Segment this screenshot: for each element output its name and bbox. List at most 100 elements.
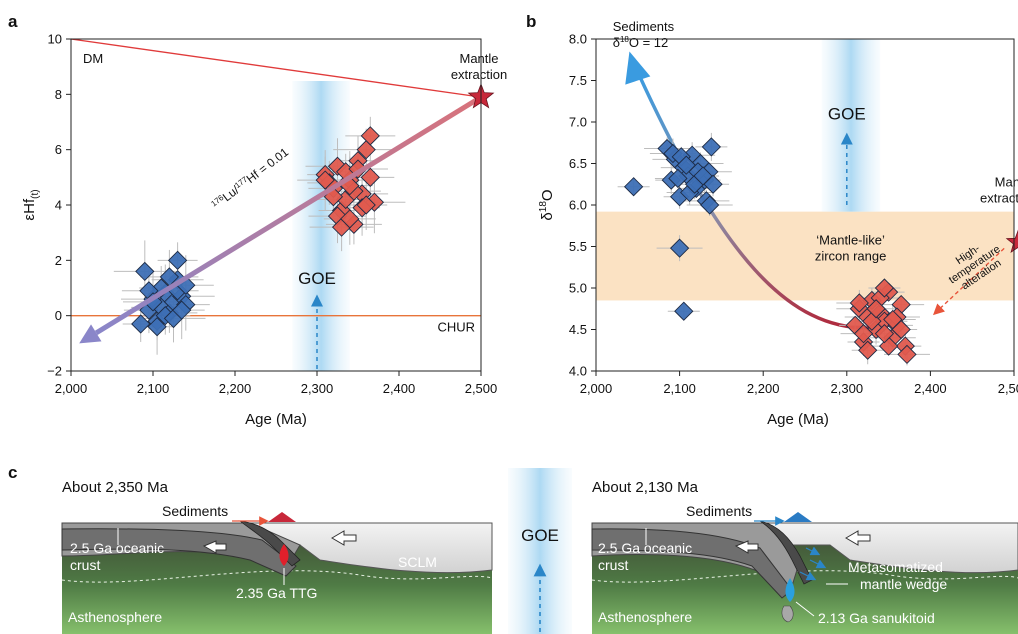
line-dm — [70, 38, 482, 98]
data-point-blue — [623, 177, 644, 197]
data-point-red — [356, 140, 376, 160]
panel-a-xtick-label: 2,400 — [383, 381, 416, 396]
goe-label-a: GOE — [298, 269, 336, 288]
panel-a-xtick-label: 2,300 — [301, 381, 334, 396]
panel-a-ytick-label: 0 — [55, 308, 62, 323]
data-point-blue — [131, 314, 151, 334]
panel-a-xtick-label: 2,000 — [55, 381, 88, 396]
data-point-red — [356, 195, 376, 215]
panel-a-ytick-label: 8 — [55, 87, 62, 102]
sed-end: O = 12 — [629, 35, 668, 50]
panel-b-label: b — [526, 12, 536, 31]
panel-b-xtick-label: 2,500 — [998, 381, 1018, 396]
panel-b-ytick-label: 6.0 — [569, 198, 587, 213]
panel-b-chart: b 2,000 2,100 2,200 2,300 2,400 2,500 4.0 4.5 5.… — [526, 12, 1018, 428]
data-point-red — [340, 209, 360, 229]
data-point-red — [315, 170, 335, 190]
left-age-label: About 2,350 Ma — [62, 479, 169, 496]
panel-a-ytick-label: 2 — [55, 253, 62, 268]
right-cross-section: About 2,130 Ma Sediments 2.5 Ga oceanic … — [591, 479, 1018, 634]
panel-b-ytick-label: 4.5 — [569, 322, 587, 337]
overriding-plate-arrow-right — [845, 530, 871, 546]
panel-b-ylabel: δ18O — [538, 189, 556, 220]
crust-label-left-2: crust — [70, 557, 100, 573]
mantle-extraction-star-b — [1005, 229, 1018, 253]
panel-c-diagram: c GOE About 2,350 Ma Sediments 2.5 Ga oc… — [8, 463, 1018, 634]
goe-band — [821, 39, 881, 212]
lu-hf-label: 176Lu/177Hf = 0.01 — [209, 145, 291, 213]
slab-direction-arrow-right — [734, 540, 759, 554]
panel-b-xtick-label: 2,000 — [580, 381, 613, 396]
panel-a-ytick-label: 6 — [55, 142, 62, 157]
wedge-label-1: Metasomatized — [848, 559, 943, 575]
data-point-blue — [668, 168, 688, 189]
panel-a-xtick-label: 2,500 — [465, 381, 498, 396]
crust-label-right-1: 2.5 Ga oceanic — [598, 540, 692, 556]
sediment-trend-arrowhead — [625, 51, 651, 85]
accretionary-wedge-right — [759, 520, 813, 585]
data-point-red — [853, 324, 874, 344]
sanukitoid-melt-right — [785, 578, 795, 602]
data-point-blue — [135, 261, 155, 282]
mantle-extraction-label-2: extraction — [451, 67, 507, 82]
ttg-melt-left — [279, 544, 289, 566]
data-point-blue — [167, 250, 188, 270]
mantle-like-zircon-band — [596, 211, 1014, 301]
data-point-red — [360, 126, 380, 146]
asthenosphere-label-left: Asthenosphere — [68, 609, 162, 625]
sanukitoid-label: 2.13 Ga sanukitoid — [818, 610, 935, 626]
panel-b-ytick-label: 7.0 — [569, 115, 587, 130]
lu-hf-end: Hf = 0.01 — [244, 145, 292, 186]
ttg-label: 2.35 Ga TTG — [236, 585, 317, 601]
goe-band-c — [508, 468, 572, 634]
panel-a-ytick-label: −2 — [47, 364, 62, 379]
panel-b-xtick-label: 2,100 — [663, 381, 696, 396]
sediments-label-right: Sediments — [686, 503, 752, 519]
slab-direction-arrow-left — [202, 540, 227, 554]
alteration-arrow — [933, 247, 1005, 316]
panel-b-ytick-label: 8.0 — [569, 32, 587, 47]
crust-label-left-1: 2.5 Ga oceanic — [70, 540, 164, 556]
asthenosphere-label-right: Asthenosphere — [598, 609, 692, 625]
sediment-pile-left — [268, 512, 296, 522]
mantle-extraction-label-b-2: extraction — [980, 190, 1018, 205]
panel-b-ytick-label: 4.0 — [569, 364, 587, 379]
left-cross-section: About 2,350 Ma Sediments 2.5 Ga oceanic … — [61, 479, 493, 634]
data-point-red — [360, 167, 380, 187]
oceanic-crust-left — [61, 528, 297, 577]
overriding-plate-arrow-left — [331, 530, 357, 546]
sediments-label-left: Sediments — [162, 503, 228, 519]
right-age-label: About 2,130 Ma — [592, 479, 699, 496]
data-point-blue — [147, 317, 167, 337]
data-point-red — [891, 319, 911, 340]
data-point-blue — [172, 300, 192, 320]
data-point-blue — [669, 238, 690, 258]
sediment-trend-curve — [636, 71, 872, 330]
sclm-label: SCLM — [398, 554, 437, 570]
panel-b-xlabel: Age (Ma) — [767, 411, 829, 428]
sediments-label-b-1: Sediments — [613, 19, 675, 34]
mantle-extraction-label-b-1: Mantle — [995, 174, 1018, 189]
data-point-blue — [700, 195, 720, 215]
data-point-red — [874, 278, 895, 298]
panel-a-xtick-label: 2,200 — [219, 381, 252, 396]
goe-label-b: GOE — [828, 105, 866, 124]
panel-c-label: c — [8, 463, 17, 482]
data-point-red — [858, 340, 878, 360]
sanukitoid-body-right — [781, 605, 794, 623]
panel-a-label: a — [8, 12, 18, 31]
wedge-label-2: mantle wedge — [860, 576, 947, 592]
panel-a-xtick-label: 2,100 — [137, 381, 170, 396]
mantle-like-label-1: ‘Mantle-like’ — [816, 233, 885, 248]
panel-b-ytick-label: 5.5 — [569, 239, 587, 254]
data-point-red — [897, 344, 917, 365]
data-point-blue — [701, 137, 722, 157]
dm-label: DM — [83, 51, 103, 66]
sed-delta: δ — [613, 35, 620, 50]
goe-label-c: GOE — [521, 526, 559, 545]
panel-b-xtick-label: 2,300 — [831, 381, 864, 396]
panel-a-frame — [70, 38, 482, 372]
panel-a-ytick-label: 10 — [48, 32, 62, 47]
panel-a-xlabel: Age (Ma) — [245, 411, 307, 428]
